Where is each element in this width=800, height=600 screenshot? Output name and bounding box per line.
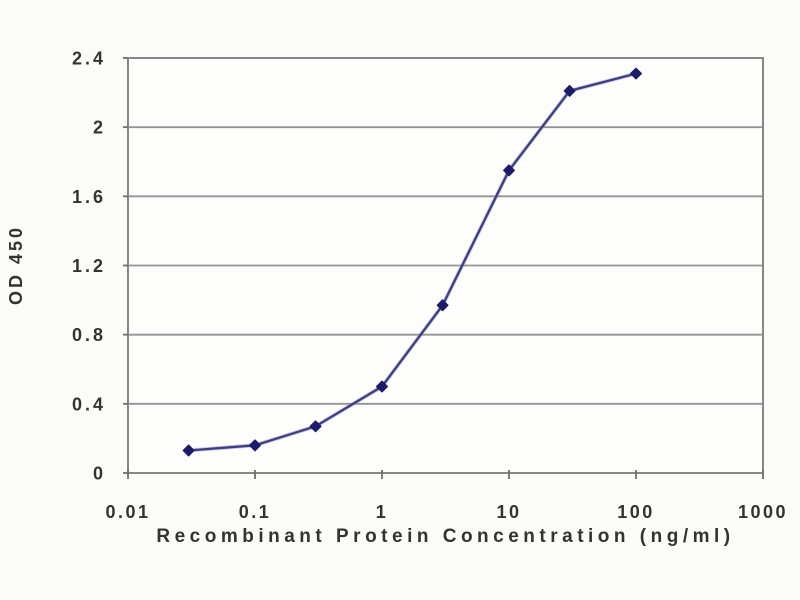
y-axis-title: OD 450 <box>6 224 26 306</box>
y-tick-label: 0.8 <box>72 325 106 345</box>
data-point-marker <box>376 380 388 393</box>
x-axis-title: Recombinant Protein Concentration (ng/ml… <box>156 526 735 547</box>
data-point-marker <box>563 84 576 97</box>
x-tick-label: 0.01 <box>105 502 150 522</box>
x-tick-label: 1 <box>376 502 389 522</box>
standard-curve-line <box>188 72 637 452</box>
y-tick-label: 2.4 <box>72 49 106 69</box>
data-point-marker <box>249 439 261 452</box>
x-tick-label: 10 <box>496 502 521 522</box>
data-point-marker <box>503 164 515 177</box>
data-point-marker <box>630 67 642 80</box>
x-tick-label: 0.1 <box>239 502 272 522</box>
data-point-marker <box>436 299 449 312</box>
data-point-marker <box>309 420 322 433</box>
y-tick-label: 0 <box>93 464 106 484</box>
data-point-marker <box>182 444 195 457</box>
y-tick-label: 1.6 <box>72 187 106 207</box>
x-tick-label: 100 <box>617 502 655 522</box>
y-tick-label: 0.4 <box>72 394 106 414</box>
x-tick-label: 1000 <box>738 502 788 522</box>
y-tick-label: 1.2 <box>72 256 106 276</box>
y-tick-label: 2 <box>93 118 106 138</box>
